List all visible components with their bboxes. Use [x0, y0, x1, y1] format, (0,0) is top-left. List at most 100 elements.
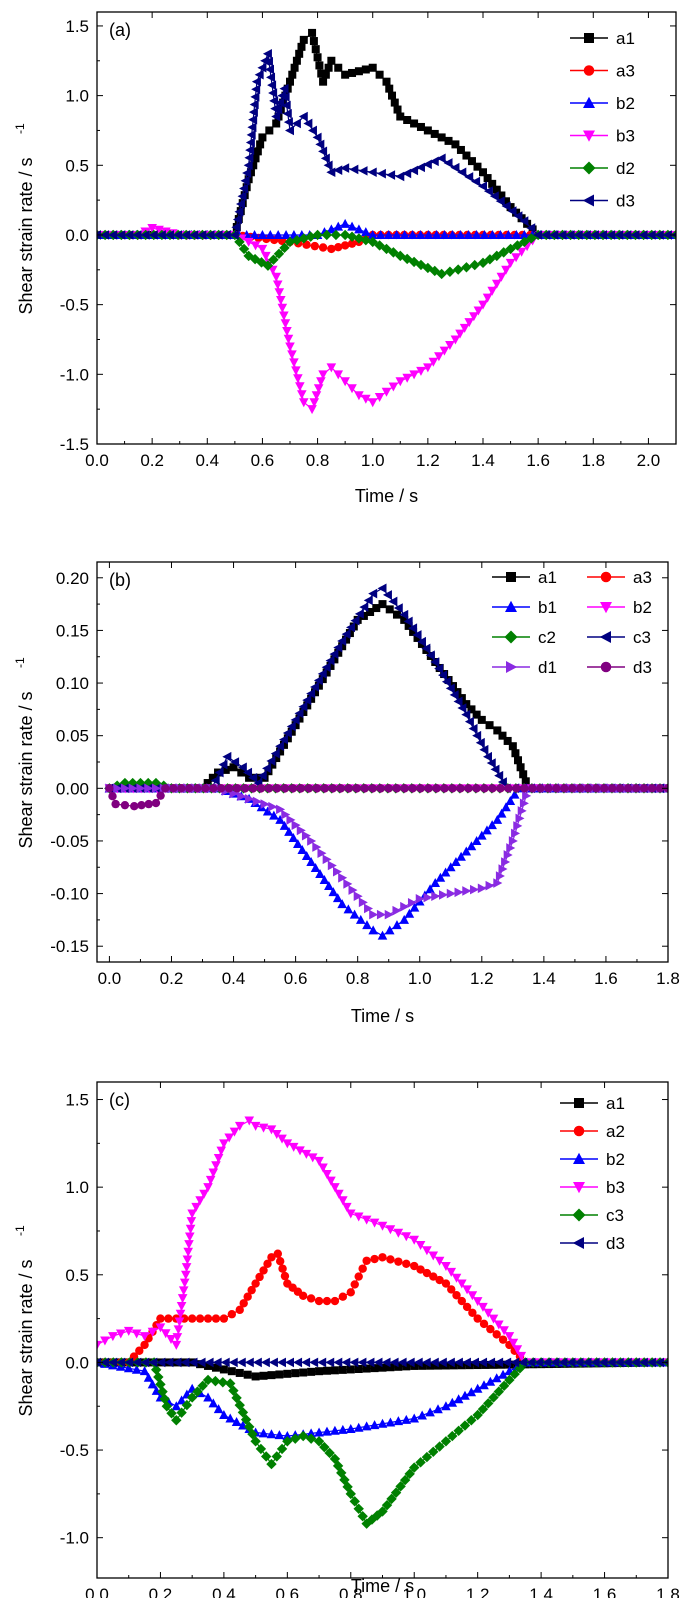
data-point	[485, 721, 494, 730]
x-tick-label: 1.0	[402, 1585, 426, 1598]
data-point	[148, 230, 158, 240]
legend-item-b2: b2	[570, 94, 635, 113]
data-point	[333, 221, 344, 231]
data-point	[172, 1333, 183, 1343]
data-point	[131, 1364, 142, 1374]
legend-item-c3: c3	[560, 1206, 624, 1225]
data-point	[573, 230, 583, 240]
data-point	[275, 1370, 284, 1379]
data-point	[467, 157, 476, 166]
data-point	[140, 1357, 150, 1368]
data-point	[425, 1407, 435, 1417]
data-point	[566, 1357, 576, 1368]
data-point	[184, 1232, 195, 1242]
data-point	[441, 1262, 451, 1272]
data-point	[487, 286, 497, 296]
data-point	[607, 784, 617, 793]
data-point	[509, 789, 520, 799]
data-point	[365, 1357, 375, 1368]
data-point	[457, 703, 467, 713]
data-point	[275, 741, 285, 752]
data-point	[248, 114, 258, 125]
data-point	[208, 773, 217, 782]
data-point	[184, 1240, 194, 1250]
data-point	[466, 841, 477, 851]
data-point	[140, 1340, 149, 1350]
data-point	[315, 1367, 324, 1376]
legend-label: c3	[633, 628, 651, 647]
data-point	[310, 863, 321, 873]
y-axis-title-group: Shear strain rate / s -1	[13, 1225, 36, 1417]
data-point	[498, 1369, 508, 1379]
data-point	[237, 191, 247, 202]
data-point	[284, 826, 294, 836]
x-tick-label: 2.0	[637, 451, 661, 470]
data-point	[450, 335, 461, 345]
data-point	[291, 1369, 300, 1378]
data-point	[429, 1357, 439, 1368]
data-point	[388, 91, 397, 100]
data-point	[362, 1256, 371, 1265]
x-tick-label: 0.4	[212, 1585, 236, 1598]
x-tick-label: 1.0	[361, 451, 385, 470]
data-point	[333, 165, 343, 175]
data-point	[503, 736, 512, 745]
data-point	[314, 1156, 324, 1166]
data-point	[565, 230, 575, 240]
data-point	[367, 229, 378, 239]
data-point	[321, 229, 332, 241]
data-point	[399, 1474, 411, 1486]
legend-label: b2	[616, 94, 635, 113]
data-point	[262, 49, 272, 59]
data-point	[280, 1271, 290, 1281]
data-point	[404, 908, 415, 918]
data-point	[181, 1270, 191, 1280]
data-point	[550, 1357, 560, 1368]
data-point	[203, 1183, 213, 1193]
data-point	[137, 800, 146, 810]
data-point	[402, 373, 412, 383]
data-point	[438, 670, 448, 680]
data-point	[266, 72, 276, 83]
data-point	[321, 662, 331, 673]
data-point	[392, 610, 401, 619]
data-point	[315, 61, 324, 70]
data-point	[435, 872, 446, 882]
data-point	[130, 802, 139, 811]
data-point	[324, 63, 333, 72]
data-point	[421, 1451, 433, 1463]
legend-marker	[572, 1208, 586, 1222]
data-point	[408, 623, 418, 633]
y-tick-label: 1.0	[65, 87, 89, 106]
data-point	[512, 240, 523, 251]
data-point	[243, 160, 253, 171]
series-line-d1	[109, 787, 668, 916]
data-point	[304, 784, 314, 793]
data-point	[211, 1314, 221, 1323]
y-tick-label: 1.5	[65, 17, 89, 36]
x-tick-label: 0.0	[85, 451, 109, 470]
legend-label: a3	[616, 62, 635, 81]
data-point	[229, 1127, 240, 1137]
data-point	[363, 595, 373, 606]
data-point	[282, 728, 292, 738]
data-point	[456, 851, 466, 861]
data-point	[404, 621, 413, 630]
data-point	[282, 1431, 293, 1441]
data-point	[248, 107, 258, 117]
legend-label: c3	[606, 1206, 624, 1225]
data-point	[108, 1357, 118, 1368]
data-point	[250, 1436, 261, 1447]
data-point	[477, 715, 486, 724]
data-point	[503, 850, 513, 860]
data-point	[366, 608, 375, 616]
data-point	[266, 756, 276, 766]
data-point	[399, 609, 409, 620]
data-point	[395, 1481, 406, 1492]
data-point	[477, 883, 487, 894]
data-point	[513, 821, 523, 831]
data-point	[293, 1357, 303, 1368]
data-point	[354, 1272, 363, 1281]
data-point	[210, 1375, 221, 1387]
